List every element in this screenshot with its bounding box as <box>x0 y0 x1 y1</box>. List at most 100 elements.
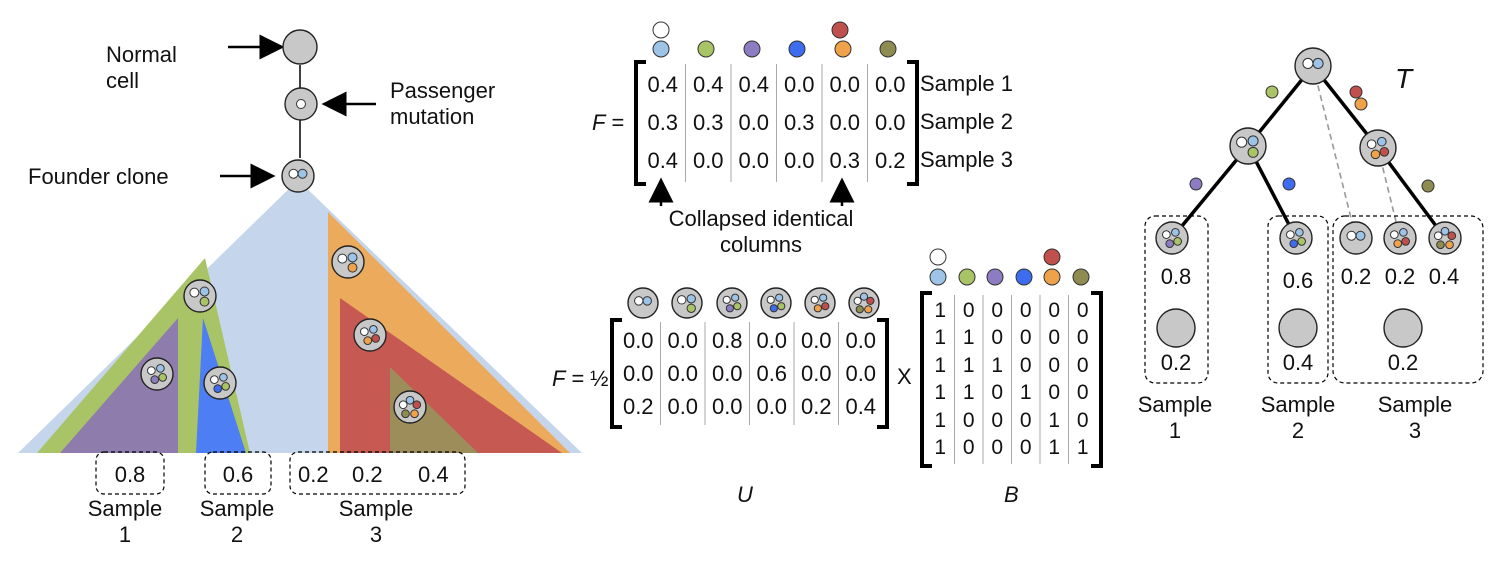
b-matrix-cell: 0 <box>991 436 1004 460</box>
tree-sample1-word: Sample <box>1137 392 1213 417</box>
u-matrix-right-bracket <box>877 318 889 429</box>
mutation-dot-orange <box>1393 239 1403 248</box>
u-matrix-cell: 0.0 <box>667 327 699 353</box>
f-matrix-cell: 0.4 <box>647 72 679 97</box>
sample2-value: 0.6 <box>222 462 254 487</box>
tree-sample3-red-leaf <box>1383 221 1417 255</box>
mutation-dot-white <box>1390 230 1399 239</box>
cell-body <box>1383 308 1423 348</box>
mutation-dot-white <box>634 296 644 306</box>
b-matrix-cell: 0 <box>991 298 1004 322</box>
normal-cell-icon <box>282 29 318 65</box>
collapsed-columns-note: Collapsed identical columns <box>626 206 896 258</box>
b-matrix-cell: 0 <box>1048 326 1061 350</box>
mutation-dot-blue <box>1282 177 1296 191</box>
normal-cell-label-line2: cell <box>106 68 140 93</box>
b-matrix-cell: 0 <box>1019 298 1032 322</box>
u-matrix-cell: 0.2 <box>622 393 654 419</box>
cell-body <box>671 287 703 319</box>
mutation-dot-lightblue <box>1295 228 1304 237</box>
left-sample2-num: 2 <box>230 522 244 547</box>
f-matrix-cell: 0.0 <box>874 110 906 135</box>
mutation-dot-lightblue <box>1376 136 1387 147</box>
tree-sample1-num: 1 <box>1168 418 1182 443</box>
mutation-dot-lightblue <box>642 296 652 306</box>
tree-sample2-box <box>1267 215 1329 384</box>
mutation-dot-red <box>1349 85 1363 99</box>
u-matrix-cell: 0.0 <box>711 393 743 419</box>
tree-normal-cell-1 <box>1156 308 1196 348</box>
tree-olive-leaf <box>1428 221 1462 255</box>
mutation-dot-white <box>337 253 348 264</box>
mutation-dot-white <box>210 375 219 384</box>
u-matrix-cell: 0.0 <box>845 327 877 353</box>
mutation-dot-red <box>831 21 849 39</box>
b-matrix-cell: 0 <box>962 408 975 432</box>
tree-sample3-founder-leaf <box>1339 221 1373 255</box>
b-matrix-cell: 1 <box>934 408 947 432</box>
mutation-dot-green <box>199 296 210 307</box>
mutation-dot-purple <box>986 268 1004 286</box>
left-sample1-word: Sample <box>87 496 163 521</box>
f2-matrix-label: F = ½ <box>552 366 609 392</box>
u-matrix-label: U <box>737 482 753 507</box>
mutation-dot-lightblue <box>652 40 670 58</box>
collapsed-note-line2: columns <box>720 232 802 257</box>
clonal-evolution-diagram <box>18 29 582 495</box>
cell-body <box>140 357 174 391</box>
cell-body <box>1278 308 1318 348</box>
green-clone-icon <box>183 279 217 313</box>
b-matrix-cell: 0 <box>1076 353 1089 377</box>
mutation-dot-red <box>866 296 875 305</box>
mutation-dot-green <box>686 303 696 313</box>
b-matrix-cell: 0 <box>962 436 975 460</box>
tree-sample3-label: Sample 3 <box>1360 392 1470 444</box>
tree-leaf-value-3: 0.2 <box>1340 264 1372 289</box>
tree-red-clone <box>1359 129 1397 167</box>
u-matrix-cell: 0.0 <box>800 327 832 353</box>
cell-body <box>1339 221 1373 255</box>
f-matrix-cell: 0.0 <box>783 148 815 173</box>
mutation-dot-orange <box>363 336 373 345</box>
mutation-dot-green <box>221 382 230 391</box>
mutation-dot-lightblue <box>156 364 165 373</box>
b-matrix-cell: 0 <box>1076 381 1089 405</box>
matrix-panel <box>610 21 1103 468</box>
tree-leaf-value-5: 0.4 <box>1428 264 1460 289</box>
mutation-dot-blue <box>788 40 806 58</box>
cell-body <box>1279 221 1313 255</box>
mutation-dot-purple <box>743 40 761 58</box>
cell-body <box>393 390 427 424</box>
b-matrix-cell: 1 <box>934 436 947 460</box>
mutation-dot-green <box>697 40 715 58</box>
mutation-dot-red <box>1447 231 1457 241</box>
mutation-dot-lightblue <box>1312 57 1324 69</box>
cell-body <box>1294 47 1332 85</box>
u-clone-icon <box>627 287 659 319</box>
cell-body <box>353 318 387 352</box>
mutation-dot-orange <box>834 40 852 58</box>
b-matrix-label: B <box>1004 482 1019 507</box>
mutation-dot-white <box>189 287 200 298</box>
mutation-dot-orange <box>410 409 419 419</box>
b-matrix-cell: 0 <box>1019 436 1032 460</box>
mutation-dot-white <box>360 327 369 336</box>
passenger-mutation-line2: mutation <box>390 104 475 129</box>
b-matrix-cell: 1 <box>962 326 975 350</box>
f-matrix-label-text: F = <box>592 110 625 135</box>
b-matrix-cell: 0 <box>1019 408 1032 432</box>
row-label-sample1: Sample 1 <box>920 71 1013 96</box>
tree-sample3-num: 3 <box>1408 418 1422 443</box>
tree-sample1-label: Sample 1 <box>1120 392 1230 444</box>
mutation-dot-white <box>677 295 687 305</box>
mutation-dot-lightblue <box>859 292 869 301</box>
mutation-dot-white <box>652 21 670 39</box>
passenger-cell-icon <box>284 87 318 121</box>
mutation-dot-lightblue <box>405 395 415 405</box>
mutation-dot-lightblue <box>929 268 947 286</box>
mutation-dot-white <box>1286 230 1295 239</box>
mutation-dot-lightblue <box>819 293 828 302</box>
u-matrix-cell: 0.0 <box>622 360 654 386</box>
b-matrix-right-bracket <box>1091 291 1103 468</box>
